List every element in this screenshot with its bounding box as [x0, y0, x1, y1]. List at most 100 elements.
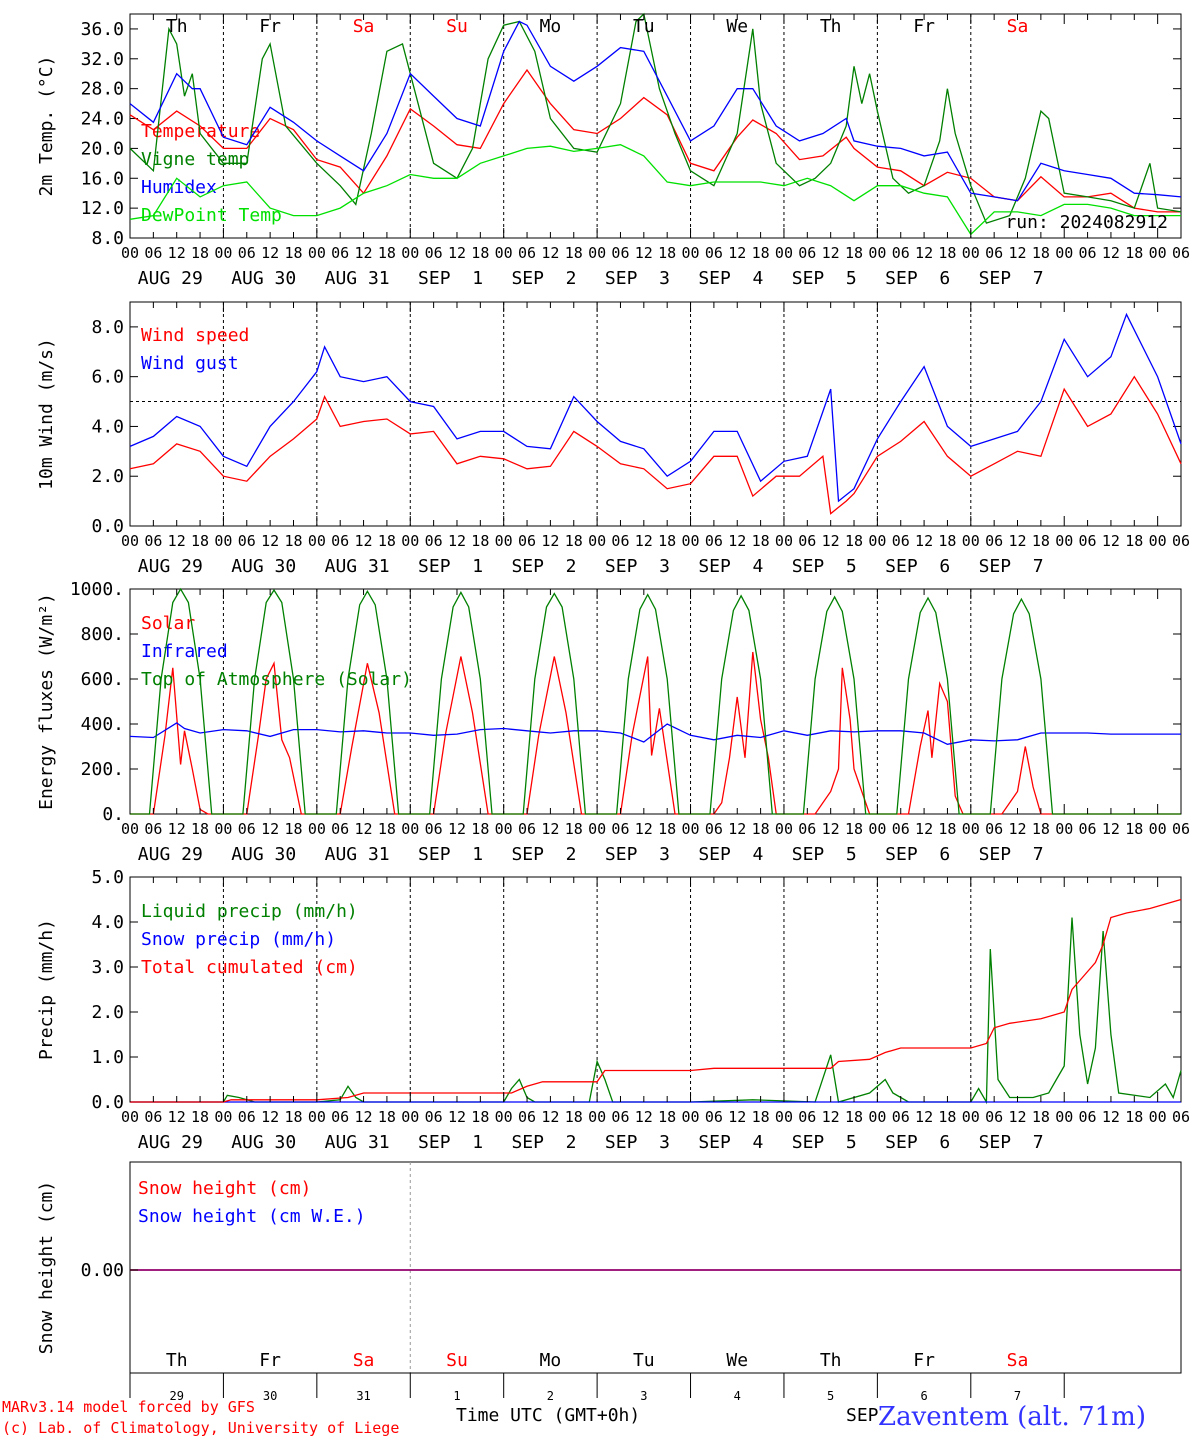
x-hour-label: 18	[845, 532, 863, 550]
y-tick-label: 32.0	[81, 49, 124, 70]
day-number: 31	[356, 1389, 370, 1403]
legend-entry: Total cumulated (cm)	[141, 957, 358, 978]
date-label: SEP 7	[979, 844, 1044, 865]
series-line-wind-speed	[129, 375, 1182, 515]
x-hour-label: 18	[565, 1108, 583, 1126]
x-hour-label: 12	[915, 244, 933, 262]
x-hour-label: 12	[1102, 244, 1120, 262]
y-tick-label: 800.	[81, 624, 124, 645]
day-number: 5	[827, 1389, 834, 1403]
y-axis-label: Snow height (cm)	[36, 1181, 57, 1354]
x-hour-label: 00	[214, 820, 232, 838]
x-hour-label: 00	[1055, 1108, 1073, 1126]
x-hour-label: 06	[705, 820, 723, 838]
x-hour-label: 18	[284, 1108, 302, 1126]
day-number: 2	[547, 1389, 554, 1403]
date-label: SEP 7	[979, 556, 1044, 577]
x-hour-label: 18	[565, 244, 583, 262]
date-label: AUG 30	[231, 556, 296, 577]
x-hour-label: 00	[775, 532, 793, 550]
x-hour-label: 12	[822, 820, 840, 838]
x-hour-label: 00	[962, 532, 980, 550]
x-hour-label: 06	[518, 244, 536, 262]
legend-entry: Temperature	[141, 121, 260, 142]
date-label: SEP 4	[698, 1132, 763, 1153]
x-hour-label: 00	[775, 1108, 793, 1126]
x-hour-label: 12	[728, 1108, 746, 1126]
x-hour-label: 06	[1079, 532, 1097, 550]
day-name-bottom: Th	[166, 1350, 188, 1371]
series-line-total-cumulated-cm-	[130, 898, 1182, 1103]
x-hour-label: 00	[588, 1108, 606, 1126]
panel-frame-3	[129, 588, 1182, 815]
x-hour-label: 12	[541, 244, 559, 262]
series-line-dewpoint-temp	[129, 144, 1181, 236]
x-hour-label: 06	[611, 820, 629, 838]
x-hour-label: 12	[1102, 532, 1120, 550]
x-hour-label: 18	[471, 1108, 489, 1126]
x-hour-label: 06	[985, 820, 1003, 838]
legend-entry: Snow height (cm W.E.)	[138, 1206, 366, 1227]
x-hour-label: 06	[705, 244, 723, 262]
station-title: Zaventem (alt. 71m)	[878, 1402, 1146, 1432]
x-hour-label: 06	[892, 244, 910, 262]
x-hour-label: 06	[238, 820, 256, 838]
y-tick-label: 400.	[81, 714, 124, 735]
legend-entry: Solar	[141, 613, 195, 634]
y-tick-label: 6.0	[91, 367, 124, 388]
x-hour-label: 12	[168, 244, 186, 262]
x-hour-label: 00	[588, 532, 606, 550]
y-tick-label: 0.	[102, 804, 124, 825]
y-tick-label: 0.0	[91, 1092, 124, 1113]
series-line-wind-gust	[129, 312, 1182, 503]
x-hour-label: 12	[168, 820, 186, 838]
x-hour-label: 18	[191, 532, 209, 550]
x-hour-label: 18	[845, 820, 863, 838]
x-hour-label: 06	[798, 244, 816, 262]
day-name-top: Sa	[1007, 16, 1029, 37]
day-name-bottom: Sa	[353, 1350, 375, 1371]
x-hour-label: 00	[495, 244, 513, 262]
day-name-bottom: We	[726, 1350, 748, 1371]
x-hour-label: 00	[308, 244, 326, 262]
x-hour-label: 00	[1149, 820, 1167, 838]
legend-entry: Snow height (cm)	[138, 1178, 311, 1199]
series-line-infrared	[129, 722, 1181, 745]
x-hour-label: 12	[448, 532, 466, 550]
y-tick-label: 8.0	[91, 317, 124, 338]
x-hour-label: 06	[611, 532, 629, 550]
x-hour-label: 18	[752, 244, 770, 262]
x-hour-label: 00	[121, 1108, 139, 1126]
x-hour-label: 12	[1102, 1108, 1120, 1126]
day-name-top: We	[726, 16, 748, 37]
series-line-solar	[130, 651, 1181, 815]
y-tick-label: 2.0	[91, 1002, 124, 1023]
y-tick-label: 36.0	[81, 19, 124, 40]
x-hour-label: 18	[191, 244, 209, 262]
date-label: SEP 4	[698, 268, 763, 289]
x-hour-label: 12	[1008, 1108, 1026, 1126]
x-hour-label: 18	[752, 1108, 770, 1126]
x-hour-label: 12	[635, 532, 653, 550]
x-hour-label: 00	[401, 1108, 419, 1126]
x-hour-label: 00	[868, 532, 886, 550]
day-name-bottom: Fr	[259, 1350, 281, 1371]
date-label: AUG 29	[138, 556, 203, 577]
date-label: SEP 6	[885, 844, 950, 865]
day-name-bottom: Sa	[1007, 1350, 1029, 1371]
x-hour-label: 06	[705, 532, 723, 550]
date-label: AUG 30	[231, 1132, 296, 1153]
date-label: AUG 31	[325, 556, 390, 577]
date-label: AUG 30	[231, 268, 296, 289]
date-label: SEP 4	[698, 844, 763, 865]
x-hour-label: 00	[775, 244, 793, 262]
x-hour-label: 00	[495, 532, 513, 550]
date-label: SEP 6	[885, 268, 950, 289]
x-hour-label: 06	[1172, 1108, 1190, 1126]
x-hour-label: 00	[1055, 820, 1073, 838]
date-label: AUG 29	[138, 844, 203, 865]
day-name-top: Sa	[353, 16, 375, 37]
x-hour-label: 06	[1079, 820, 1097, 838]
x-hour-label: 06	[331, 244, 349, 262]
x-hour-label: 00	[1149, 1108, 1167, 1126]
